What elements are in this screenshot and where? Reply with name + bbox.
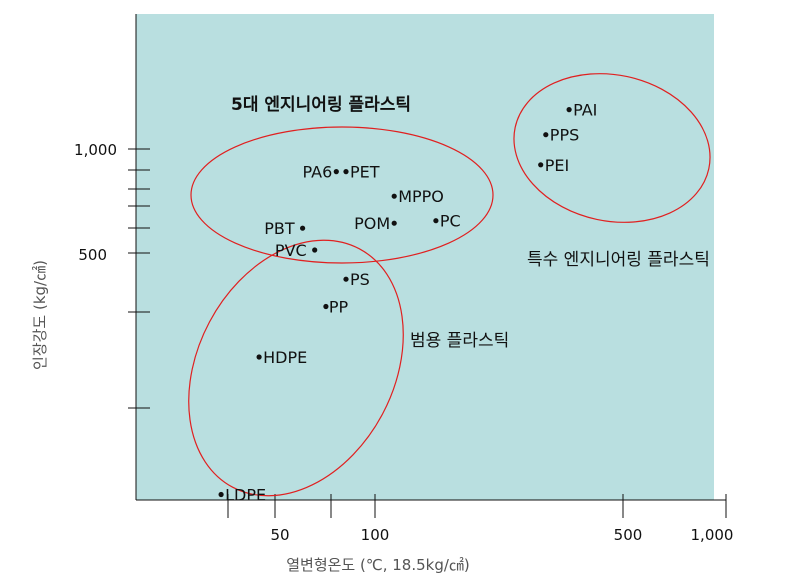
general-plastics-ellipse — [188, 239, 404, 497]
point-pei — [538, 162, 544, 168]
point-label-pps: PPS — [550, 126, 579, 145]
point-pai — [566, 107, 572, 113]
x-tick-label-500: 500 — [614, 526, 643, 544]
point-pps — [543, 132, 549, 138]
point-ps — [343, 276, 349, 282]
point-label-pbt: PBT — [264, 219, 295, 238]
point-label-pei: PEI — [545, 156, 569, 175]
group-label-general: 범용 플라스틱 — [410, 331, 509, 351]
point-pet — [343, 169, 349, 175]
point-label-mppo: MPPO — [398, 187, 444, 206]
x-tick-label-100: 100 — [361, 526, 390, 544]
y-tick-label-500: 500 — [78, 246, 107, 264]
point-label-pom: POM — [354, 214, 390, 233]
point-pbt — [300, 225, 306, 231]
point-label-pp: PP — [329, 298, 349, 317]
point-label-pc: PC — [440, 212, 461, 231]
point-hdpe — [256, 354, 262, 360]
point-label-ps: PS — [350, 270, 370, 289]
group-label-special: 특수 엔지니어링 플라스틱 — [527, 250, 710, 270]
point-pvc — [312, 247, 318, 253]
plot-area — [136, 14, 714, 500]
point-ldpe — [218, 491, 224, 498]
point-label-pvc: PVC — [275, 241, 307, 260]
special-plastics-ellipse — [513, 73, 711, 223]
x-tick-label-50: 50 — [270, 526, 289, 544]
x-axis-title: 열변형온도 (℃, 18.5kg/㎠) — [286, 556, 470, 574]
point-pc — [433, 218, 439, 224]
point-label-hdpe: HDPE — [263, 348, 307, 367]
point-pom — [391, 220, 397, 226]
y-axis-title: 인장강도 (kg/㎠) — [31, 260, 49, 370]
engineering-plastics-ellipse — [190, 126, 494, 264]
point-label-pai: PAI — [573, 101, 597, 120]
point-pp — [323, 303, 329, 310]
point-mppo — [391, 193, 397, 199]
point-label-pet: PET — [350, 163, 380, 182]
point-label-pa6: PA6 — [303, 163, 333, 182]
point-pa6 — [333, 169, 339, 175]
group-label-engineering: 5대 엔지니어링 플라스틱 — [231, 95, 411, 115]
x-tick-label-1000: 1,000 — [691, 526, 734, 544]
point-label-ldpe: LDPE — [225, 486, 266, 505]
y-tick-label-1000: 1,000 — [74, 141, 117, 159]
